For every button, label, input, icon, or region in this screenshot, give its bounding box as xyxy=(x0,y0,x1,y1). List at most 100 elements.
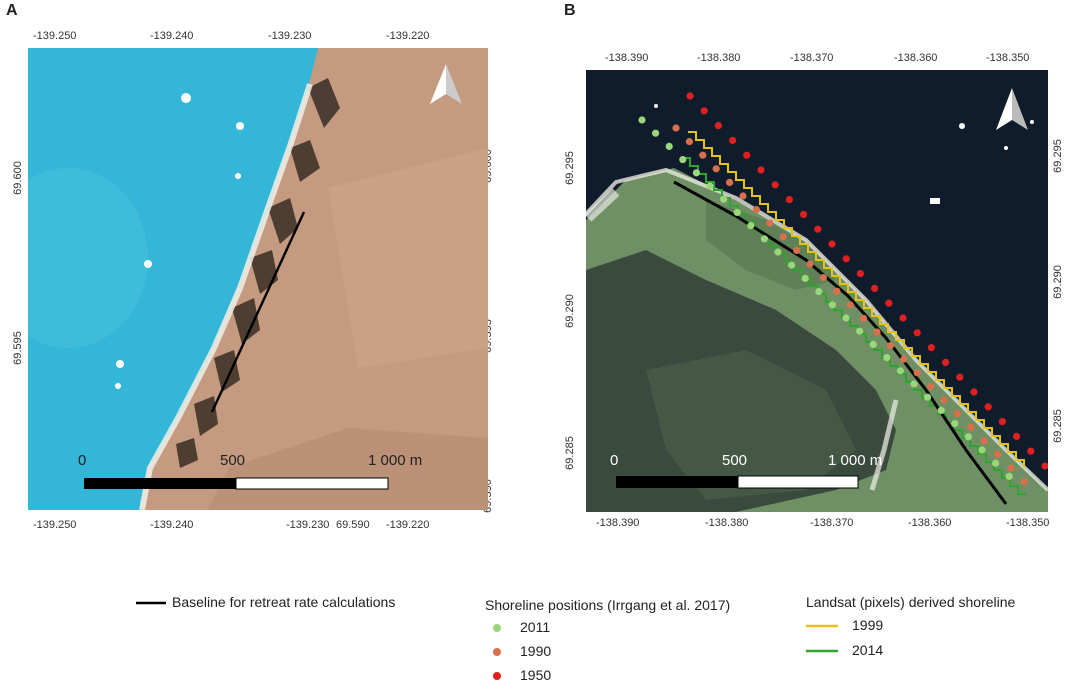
panel-b-top-tick: -138.360 xyxy=(894,52,938,64)
panel-a-bottom-tick: -139.230 xyxy=(286,519,330,531)
shoreline-point-1990 xyxy=(1007,464,1015,472)
shoreline-point-1950 xyxy=(686,92,694,100)
panel-b-scalebar-white xyxy=(737,475,859,489)
panel-a-scale-label: 0 xyxy=(78,452,87,469)
shoreline-point-1950 xyxy=(1027,447,1035,455)
shoreline-point-2011 xyxy=(720,195,728,203)
shoreline-point-2011 xyxy=(733,208,741,216)
panel-b-right-tick: 69.295 xyxy=(1052,139,1064,173)
panel-b-map: 0 500 1 000 m xyxy=(586,70,1048,512)
shoreline-point-2011 xyxy=(801,274,809,282)
panel-a-letter: A xyxy=(6,2,18,19)
panel-b-scale-label: 1 000 m xyxy=(828,452,883,469)
shoreline-point-2011 xyxy=(924,393,932,401)
shoreline-point-1950 xyxy=(771,181,779,189)
panel-b-letter: B xyxy=(564,2,576,19)
legend-1950-marker xyxy=(493,672,501,680)
north-arrow-icon xyxy=(996,88,1028,130)
shoreline-point-1950 xyxy=(956,373,964,381)
shoreline-point-1990 xyxy=(806,260,814,268)
shoreline-point-1950 xyxy=(700,107,708,115)
shoreline-point-2011 xyxy=(679,156,687,164)
legend-1999-label: 1999 xyxy=(852,617,884,633)
panel-a-ice-floes xyxy=(115,93,244,389)
panel-b-top-tick: -138.390 xyxy=(605,52,649,64)
shoreline-point-1990 xyxy=(739,192,747,200)
legend-baseline-label: Baseline for retreat rate calculations xyxy=(172,594,396,610)
shoreline-point-1950 xyxy=(729,136,737,144)
shoreline-point-1990 xyxy=(833,287,841,295)
panel-a-scale-label: 1 000 m xyxy=(368,452,423,469)
shoreline-point-1990 xyxy=(752,206,760,214)
panel-b-bottom-tick: -138.350 xyxy=(1006,517,1050,529)
shoreline-point-1990 xyxy=(779,233,787,241)
shoreline-point-2011 xyxy=(828,301,836,309)
shoreline-point-2011 xyxy=(842,314,850,322)
shoreline-point-1990 xyxy=(900,355,908,363)
shoreline-point-1950 xyxy=(785,196,793,204)
panel-b-ice-floes xyxy=(654,104,1034,204)
shoreline-point-1950 xyxy=(800,210,808,218)
panel-b-bottom-tick: -138.370 xyxy=(810,517,854,529)
panel-a-bottom-tick: 69.590 xyxy=(336,519,370,531)
shoreline-point-1950 xyxy=(927,344,935,352)
shoreline-point-1950 xyxy=(856,270,864,278)
panel-b-top-tick: -138.350 xyxy=(986,52,1030,64)
legend-2011-marker xyxy=(493,624,501,632)
shoreline-point-1950 xyxy=(743,151,751,159)
shoreline-point-2011 xyxy=(869,340,877,348)
legend-shoreline-title: Shoreline positions (Irrgang et al. 2017… xyxy=(485,597,731,613)
panel-b-left-tick: 69.285 xyxy=(564,436,576,470)
shoreline-point-1990 xyxy=(940,396,948,404)
panel-b-left-tick: 69.295 xyxy=(564,151,576,185)
shoreline-point-1990 xyxy=(726,178,734,186)
shoreline-point-1950 xyxy=(998,418,1006,426)
shoreline-point-1990 xyxy=(793,246,801,254)
panel-b-top-tick: -138.380 xyxy=(697,52,741,64)
shoreline-point-1990 xyxy=(846,301,854,309)
legend-1990-marker xyxy=(493,648,501,656)
panel-a-top-tick: -139.250 xyxy=(33,30,77,42)
panel-a-left-tick: 69.595 xyxy=(12,331,24,365)
shoreline-point-1950 xyxy=(871,284,879,292)
panel-a-bottom-tick: -139.240 xyxy=(150,519,194,531)
shoreline-point-2011 xyxy=(964,433,972,441)
north-arrow-icon xyxy=(430,64,462,104)
panel-a-scalebar-black xyxy=(84,478,236,489)
shoreline-point-1990 xyxy=(1020,478,1028,486)
shoreline-point-1990 xyxy=(886,342,894,350)
panel-b-scalebar-black xyxy=(616,476,738,488)
shoreline-point-1990 xyxy=(672,124,680,132)
shoreline-point-2011 xyxy=(910,380,918,388)
shoreline-point-1950 xyxy=(970,388,978,396)
panel-a-bottom-tick: -139.220 xyxy=(386,519,430,531)
shoreline-point-2011 xyxy=(652,129,660,137)
shoreline-point-1950 xyxy=(828,240,836,248)
panel-a-beach xyxy=(139,83,313,510)
legend-2014-swatch xyxy=(806,649,838,653)
legend-1950-label: 1950 xyxy=(520,667,552,683)
shoreline-point-2011 xyxy=(1005,472,1013,480)
shoreline-point-2011 xyxy=(856,327,864,335)
legend-landsat-title: Landsat (pixels) derived shoreline xyxy=(806,594,1016,610)
legend-1999-swatch xyxy=(806,624,838,628)
shoreline-point-1950 xyxy=(913,329,921,337)
shoreline-point-2011 xyxy=(896,367,904,375)
panel-b-shoreline-1999 xyxy=(688,131,1025,468)
shoreline-point-2011 xyxy=(747,222,755,230)
panel-b-bottom-tick: -138.360 xyxy=(908,517,952,529)
shoreline-point-1950 xyxy=(1041,462,1048,470)
panel-b-left-tick: 69.290 xyxy=(564,294,576,328)
shoreline-point-1950 xyxy=(942,358,950,366)
shoreline-point-1990 xyxy=(953,410,961,418)
panel-b-points-1990 xyxy=(672,124,1028,486)
shoreline-point-1950 xyxy=(814,225,822,233)
panel-b-baseline xyxy=(673,180,1008,505)
panel-b-beach xyxy=(586,167,1048,492)
shoreline-point-1990 xyxy=(873,328,881,336)
shoreline-point-1990 xyxy=(980,437,988,445)
shoreline-point-1950 xyxy=(714,122,722,130)
panel-b-top-tick: -138.370 xyxy=(790,52,834,64)
panel-a-map: 0 500 1 000 m xyxy=(28,48,488,510)
panel-a-left-tick: 69.600 xyxy=(12,161,24,195)
